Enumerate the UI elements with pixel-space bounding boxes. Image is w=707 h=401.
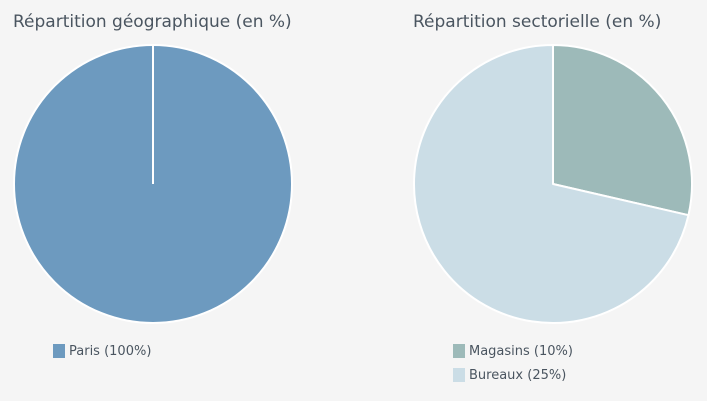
- sector-legend: Magasins (10%) Bureaux (25%): [453, 343, 573, 391]
- legend-label: Bureaux (25%): [469, 367, 567, 383]
- legend-label: Paris (100%): [69, 343, 152, 359]
- chart-title: Répartition sectorielle (en %): [413, 12, 662, 32]
- geographic-pie-chart: [13, 44, 293, 324]
- legend-item-magasins[interactable]: Magasins (10%): [453, 343, 573, 359]
- legend-label: Magasins (10%): [469, 343, 573, 359]
- sector-chart-panel: Répartition sectorielle (en %) Magasins …: [400, 0, 707, 401]
- legend-swatch: [53, 344, 65, 358]
- legend-swatch: [453, 368, 465, 382]
- pie-slice-0[interactable]: [552, 44, 693, 217]
- sector-pie-chart: [413, 44, 693, 324]
- legend-swatch: [453, 344, 465, 358]
- geographic-legend: Paris (100%): [53, 343, 151, 367]
- chart-title: Répartition géographique (en %): [13, 12, 292, 32]
- geographic-chart-panel: Répartition géographique (en %) Paris (1…: [0, 0, 350, 401]
- legend-item-paris[interactable]: Paris (100%): [53, 343, 151, 359]
- legend-item-bureaux[interactable]: Bureaux (25%): [453, 367, 573, 383]
- pie-slice-1[interactable]: [413, 44, 690, 324]
